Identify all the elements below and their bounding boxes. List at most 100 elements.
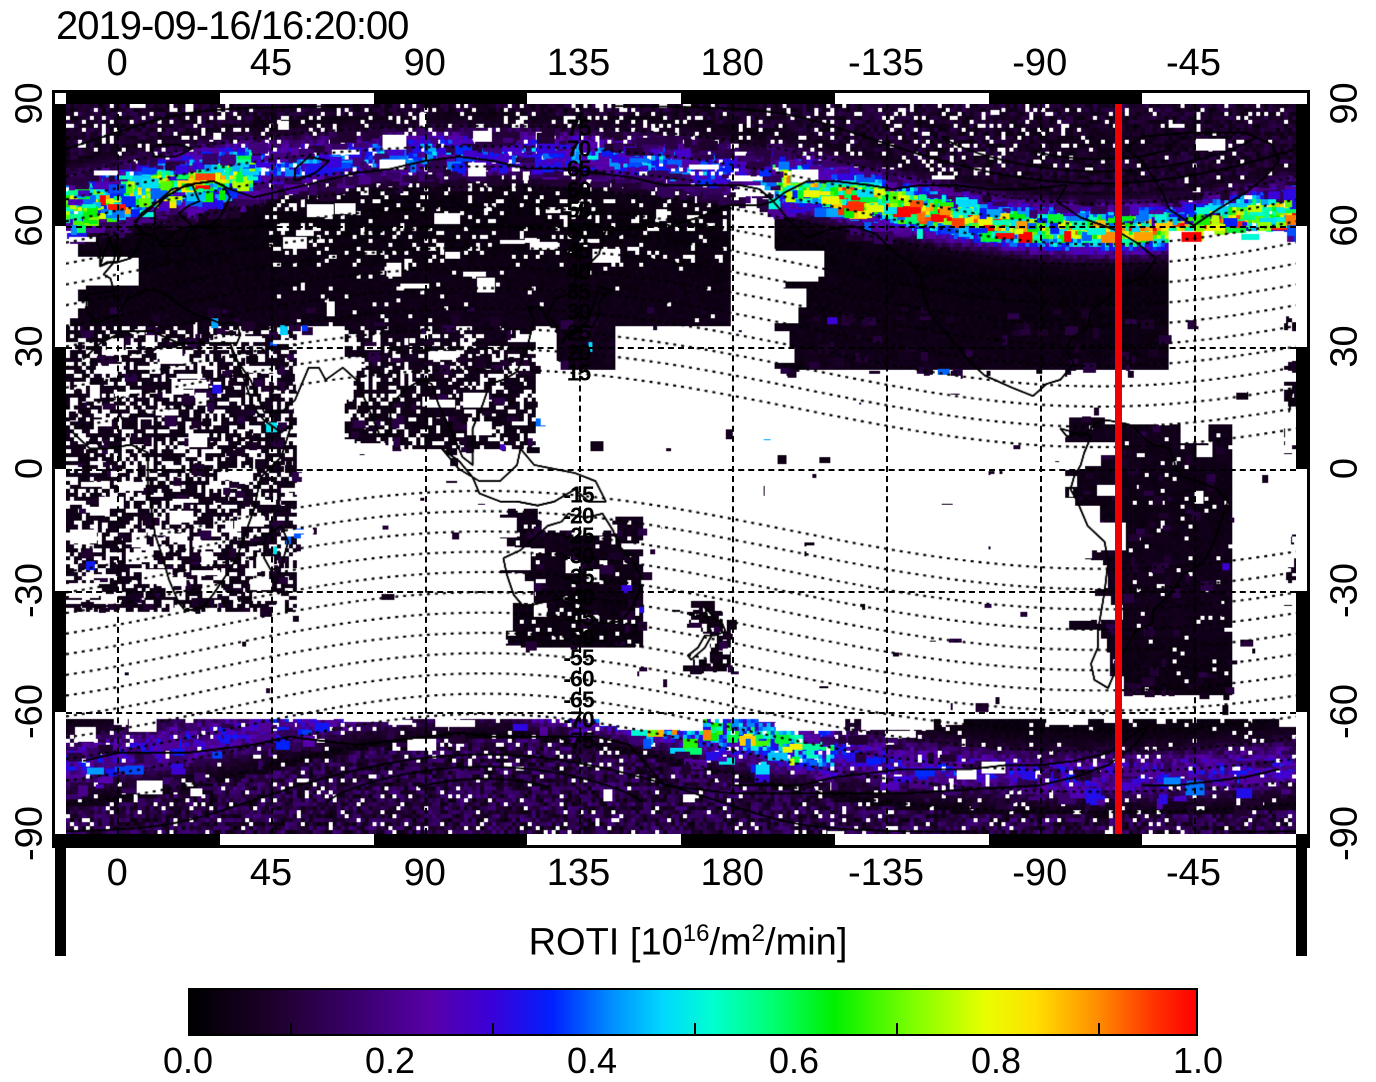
magnetic-latitude-label-40: 40 xyxy=(566,258,592,285)
longitude-tick-label--45: -45 xyxy=(1166,852,1221,894)
magnetic-latitude-label--45: -45 xyxy=(563,604,594,631)
page-title: 2019-09-16/16:20:00 xyxy=(56,4,409,48)
longitude-tick-label--90: -90 xyxy=(1012,42,1068,84)
colorbar-gradient xyxy=(190,990,1196,1034)
ruler-axis-right xyxy=(1296,93,1307,956)
longitude-tick-label-180: 180 xyxy=(700,852,764,894)
magnetic-latitude-label-30: 30 xyxy=(566,298,592,325)
colorbar-axis-label: ROTI [1016/m2/min] xyxy=(0,920,1376,965)
colorbar-label-exponent: 16 xyxy=(682,920,710,947)
magnetic-latitude-label-50: 50 xyxy=(566,217,592,244)
ruler-segment xyxy=(373,834,528,845)
magnetic-latitude-label-45: 45 xyxy=(566,237,592,264)
magnetic-latitude-label--70: -70 xyxy=(563,706,594,733)
magnetic-latitude-label--20: -20 xyxy=(563,502,594,529)
colorbar-label-prefix: ROTI [10 xyxy=(528,921,683,964)
magnetic-latitude-label-60: 60 xyxy=(566,176,592,203)
ruler-segment xyxy=(55,347,66,469)
ruler-segment xyxy=(1296,834,1307,956)
magnetic-latitude-label--40: -40 xyxy=(563,583,594,610)
longitude-tick-label-135: 135 xyxy=(546,42,611,84)
latitude-tick-label--30: -30 xyxy=(1323,562,1366,618)
ruler-segment xyxy=(55,104,66,226)
ruler-segment xyxy=(66,93,220,104)
colorbar-minor-tick xyxy=(896,1023,898,1034)
magnetic-latitude-label-25: 25 xyxy=(566,319,592,346)
magnetic-latitude-label--50: -50 xyxy=(563,624,594,651)
magnetic-latitude-label-70: 70 xyxy=(566,135,592,162)
latitude-tick-label-0: 0 xyxy=(8,457,51,480)
longitude-tick-label-0: 0 xyxy=(106,852,128,894)
latitude-tick-label--60: -60 xyxy=(1323,684,1366,740)
colorbar-minor-tick xyxy=(492,1023,494,1034)
latitude-tick-label--90: -90 xyxy=(8,806,51,861)
solar-noon-meridian-line xyxy=(1115,104,1123,834)
colorbar-tick-label-0.4: 0.4 xyxy=(566,1040,618,1081)
magnetic-latitude-label-20: 20 xyxy=(566,339,592,366)
ruler-axis-left xyxy=(55,93,66,956)
latitude-tick-label-90: 90 xyxy=(1323,82,1366,125)
magnetic-latitude-label-55: 55 xyxy=(566,196,592,223)
magnetic-latitude-label--65: -65 xyxy=(563,686,594,713)
longitude-tick-label-45: 45 xyxy=(249,42,293,84)
magnetic-latitude-label--60: -60 xyxy=(563,665,594,692)
ruler-segment xyxy=(1296,347,1307,469)
colorbar-minor-tick xyxy=(694,1023,696,1034)
longitude-tick-label--135: -135 xyxy=(847,852,925,894)
ruler-segment xyxy=(55,590,66,713)
latitude-tick-label--30: -30 xyxy=(8,562,51,618)
colorbar-tick-label-0.8: 0.8 xyxy=(970,1040,1022,1081)
latitude-tick-label-60: 60 xyxy=(1323,204,1366,247)
latitude-tick-label--90: -90 xyxy=(1323,806,1366,861)
longitude-tick-label-135: 135 xyxy=(546,852,611,894)
ruler-segment xyxy=(681,93,835,104)
map-plot-frame: 75 70 65 60 55 50 45 40 35 30 25 20 15 -15 -20 -25 -30 -3… xyxy=(52,90,1310,956)
colorbar-label-suffix: /min] xyxy=(765,921,848,964)
ruler-segment xyxy=(66,834,220,845)
longitude-tick-label--135: -135 xyxy=(847,42,925,84)
colorbar-label-exponent-2: 2 xyxy=(751,920,766,947)
ruler-segment xyxy=(55,834,66,956)
colorbar-tick-label-1.0: 1.0 xyxy=(1172,1040,1224,1081)
colorbar-tick-label-0.0: 0.0 xyxy=(162,1040,214,1081)
ruler-segment xyxy=(1296,590,1307,713)
ruler-segment xyxy=(988,93,1143,104)
magnetic-latitude-label--75: -75 xyxy=(563,727,594,754)
longitude-tick-label--45: -45 xyxy=(1166,42,1221,84)
magnetic-latitude-label-15: 15 xyxy=(566,359,592,386)
magnetic-latitude-label-75: 75 xyxy=(566,114,592,141)
ruler-segment xyxy=(373,93,528,104)
ruler-segment xyxy=(681,834,835,845)
ruler-axis-bottom xyxy=(55,834,1307,845)
longitude-tick-label-180: 180 xyxy=(700,42,764,84)
magnetic-latitude-label-35: 35 xyxy=(566,278,592,305)
latitude-tick-label-30: 30 xyxy=(8,325,51,368)
magnetic-latitude-label--25: -25 xyxy=(563,522,594,549)
longitude-tick-label-90: 90 xyxy=(403,852,446,894)
colorbar-minor-tick xyxy=(290,1023,292,1034)
colorbar-label-mid: /m xyxy=(709,921,752,964)
colorbar-minor-tick xyxy=(1098,1023,1100,1034)
latitude-tick-label-0: 0 xyxy=(1323,457,1366,480)
latitude-tick-label-30: 30 xyxy=(1323,325,1366,368)
colorbar xyxy=(188,988,1198,1036)
latitude-tick-label-90: 90 xyxy=(8,82,51,125)
ruler-segment xyxy=(988,834,1143,845)
colorbar-tick-label-0.2: 0.2 xyxy=(364,1040,416,1081)
longitude-tick-label-45: 45 xyxy=(249,852,293,894)
ruler-segment xyxy=(1296,104,1307,226)
magnetic-latitude-label-65: 65 xyxy=(566,155,592,182)
map-data-area: 75 70 65 60 55 50 45 40 35 30 25 20 15 -15 -20 -25 -30 -3… xyxy=(66,104,1296,834)
longitude-tick-label-90: 90 xyxy=(403,42,446,84)
magnetic-latitude-label--35: -35 xyxy=(563,563,594,590)
roti-heatmap-canvas xyxy=(66,104,1296,834)
latitude-tick-label--60: -60 xyxy=(8,684,51,740)
magnetic-latitude-label--15: -15 xyxy=(563,481,594,508)
longitude-tick-label--90: -90 xyxy=(1012,852,1068,894)
ruler-axis-top xyxy=(55,93,1307,104)
magnetic-latitude-label--30: -30 xyxy=(563,542,594,569)
longitude-tick-label-0: 0 xyxy=(106,42,128,84)
colorbar-tick-label-0.6: 0.6 xyxy=(768,1040,820,1081)
latitude-tick-label-60: 60 xyxy=(8,204,51,247)
magnetic-latitude-label--55: -55 xyxy=(563,644,594,671)
